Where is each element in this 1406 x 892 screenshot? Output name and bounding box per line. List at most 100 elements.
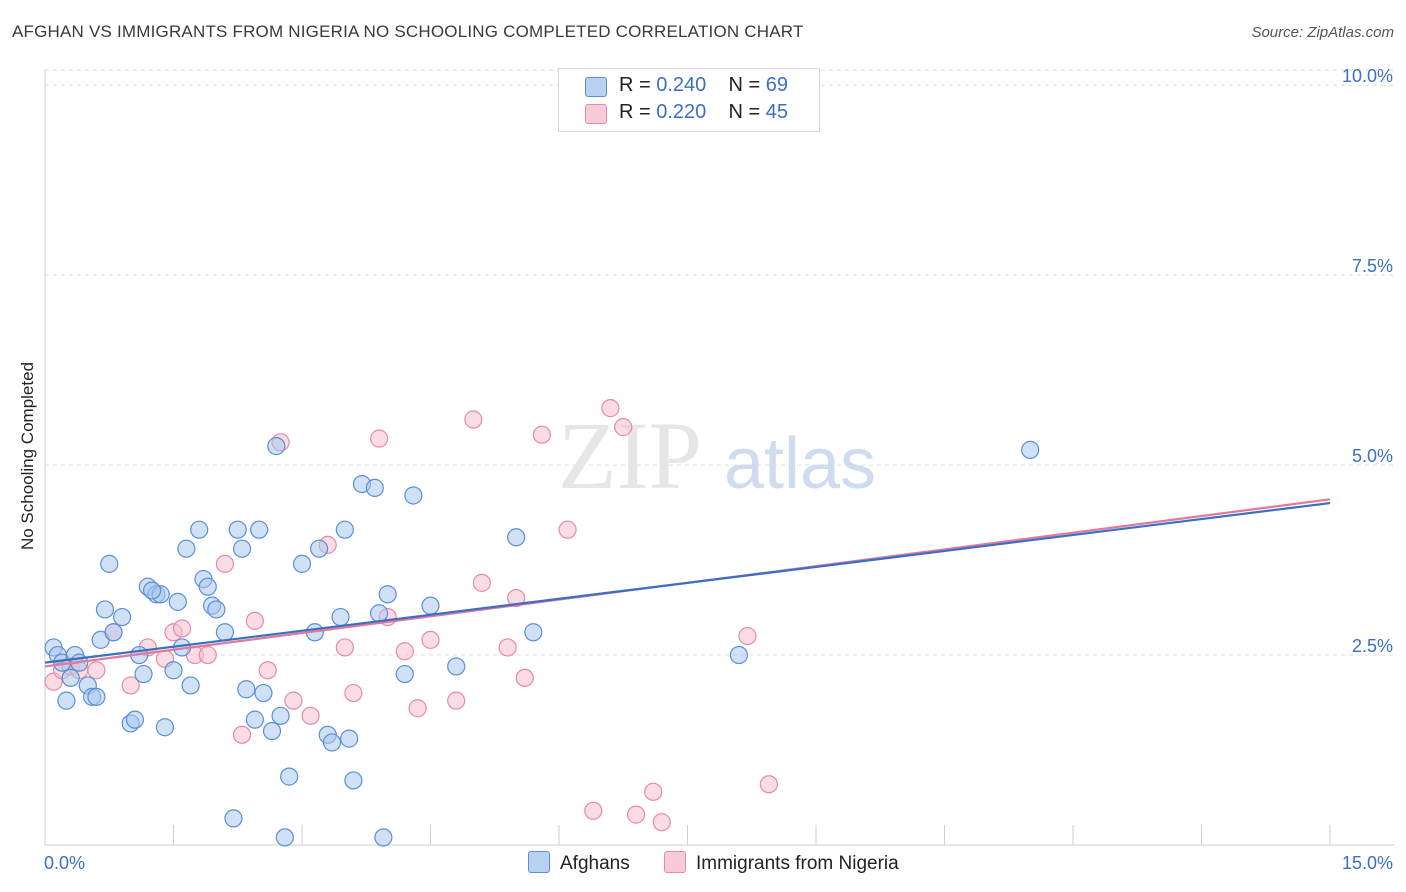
afghans-point: [207, 600, 226, 619]
afghans-point: [322, 733, 342, 752]
nigeria-point: [284, 691, 303, 710]
afghans-point: [155, 718, 175, 737]
nigeria-point: [614, 418, 633, 437]
nigeria-point: [258, 661, 277, 680]
y-tick-label: 7.5%: [1352, 256, 1393, 276]
nigeria-point: [652, 813, 671, 832]
legend-n-value: 45: [765, 101, 789, 123]
afghans-point: [57, 691, 76, 710]
nigeria-point: [584, 801, 603, 820]
x-tick-label: 15.0%: [1342, 853, 1393, 873]
nigeria-point: [215, 554, 234, 573]
nigeria-legend-swatch: [664, 851, 686, 873]
nigeria-point: [87, 661, 106, 680]
afghans-point: [292, 554, 312, 573]
nigeria-swatch: [585, 104, 607, 124]
nigeria-point: [507, 588, 526, 608]
afghans-point: [125, 710, 145, 729]
afghans-point: [61, 668, 80, 687]
nigeria-point: [447, 691, 466, 710]
afghans-point: [267, 437, 286, 456]
afghans-point: [729, 645, 749, 665]
legend-item-afghans[interactable]: Afghans: [528, 851, 630, 875]
legend-item-nigeria[interactable]: Immigrants from Nigeria: [664, 851, 899, 875]
afghans-point: [100, 554, 119, 573]
nigeria-point: [759, 775, 778, 794]
nigeria-point: [472, 573, 491, 592]
nigeria-point: [344, 683, 363, 703]
afghans-swatch: [585, 77, 607, 97]
afghans-legend-label: Afghans: [560, 853, 630, 874]
legend-r-value: 0.240: [656, 74, 707, 96]
afghans-point: [190, 520, 209, 539]
legend-r-value: 0.220: [656, 101, 707, 123]
nigeria-point: [172, 619, 192, 638]
afghans-point: [215, 623, 234, 642]
nigeria-point: [738, 626, 757, 646]
source-label: Source: ZipAtlas.com: [1251, 24, 1394, 41]
afghans-point: [232, 539, 252, 558]
nigeria-point: [245, 611, 264, 630]
legend-n-label: N =: [728, 74, 761, 96]
legend-r-label: R =: [619, 101, 651, 123]
afghans-point: [378, 585, 397, 604]
grid-lines: [45, 69, 1395, 656]
nigeria-point: [626, 805, 646, 824]
afghans-point: [254, 683, 273, 703]
nigeria-point: [464, 410, 483, 429]
trend-lines: [44, 498, 1331, 668]
tick-labels: 2.5% 5.0% 7.5% 10.0% 0.0% 15.0%: [44, 66, 1393, 873]
afghans-point: [177, 539, 196, 558]
watermark-atlas: atlas: [724, 424, 876, 504]
afghans-point: [271, 706, 290, 725]
legend-r-label: R =: [619, 74, 651, 96]
afghans-point: [340, 729, 359, 748]
afghans-point: [447, 657, 466, 676]
afghans-point: [198, 577, 217, 596]
afghans-point: [395, 664, 414, 684]
nigeria-point: [198, 645, 217, 665]
afghans-point: [112, 607, 132, 627]
afghans-point: [245, 710, 264, 729]
afghans-point: [250, 520, 269, 539]
afghans-point: [228, 520, 247, 539]
afghans-point: [164, 661, 183, 680]
afghans-point: [310, 539, 329, 558]
afghans-point: [524, 623, 543, 642]
afghans-point: [370, 604, 389, 623]
y-tick-label: 2.5%: [1352, 636, 1393, 656]
nigeria-point: [408, 699, 427, 718]
watermark-zip: ZIP: [558, 402, 702, 509]
afghans-point: [104, 623, 123, 642]
nigeria-legend-label: Immigrants from Nigeria: [696, 853, 899, 874]
afghans-point: [142, 581, 162, 600]
afghans-point: [275, 828, 294, 847]
nigeria-point: [515, 668, 534, 687]
nigeria-point: [644, 782, 663, 801]
afghans-point: [95, 600, 115, 619]
afghans-point: [335, 520, 354, 539]
afghans-point: [365, 478, 384, 497]
axes: [44, 70, 1395, 846]
nigeria-point: [370, 429, 389, 448]
afghans-point: [280, 767, 299, 786]
afghans-point: [237, 680, 256, 699]
afghans-point: [331, 607, 350, 627]
chart-title: AFGHAN VS IMMIGRANTS FROM NIGERIA NO SCH…: [12, 22, 804, 41]
afghans-point: [134, 664, 153, 684]
nigeria-point: [335, 638, 354, 657]
nigeria-point: [421, 630, 440, 649]
afghans-point: [181, 676, 200, 695]
afghans-point: [1021, 440, 1040, 460]
nigeria-point: [395, 642, 414, 661]
nigeria-point: [498, 638, 517, 657]
afghans-legend-swatch: [528, 851, 550, 873]
afghans-point: [224, 809, 243, 828]
afghans-point: [344, 771, 363, 790]
nigeria-point: [601, 399, 620, 418]
afghans-point: [87, 687, 106, 706]
nigeria-point: [232, 725, 252, 744]
stats-legend: R = 0.240 N = 69 R = 0.220 N = 45: [558, 68, 820, 132]
afghans-point: [168, 592, 187, 611]
